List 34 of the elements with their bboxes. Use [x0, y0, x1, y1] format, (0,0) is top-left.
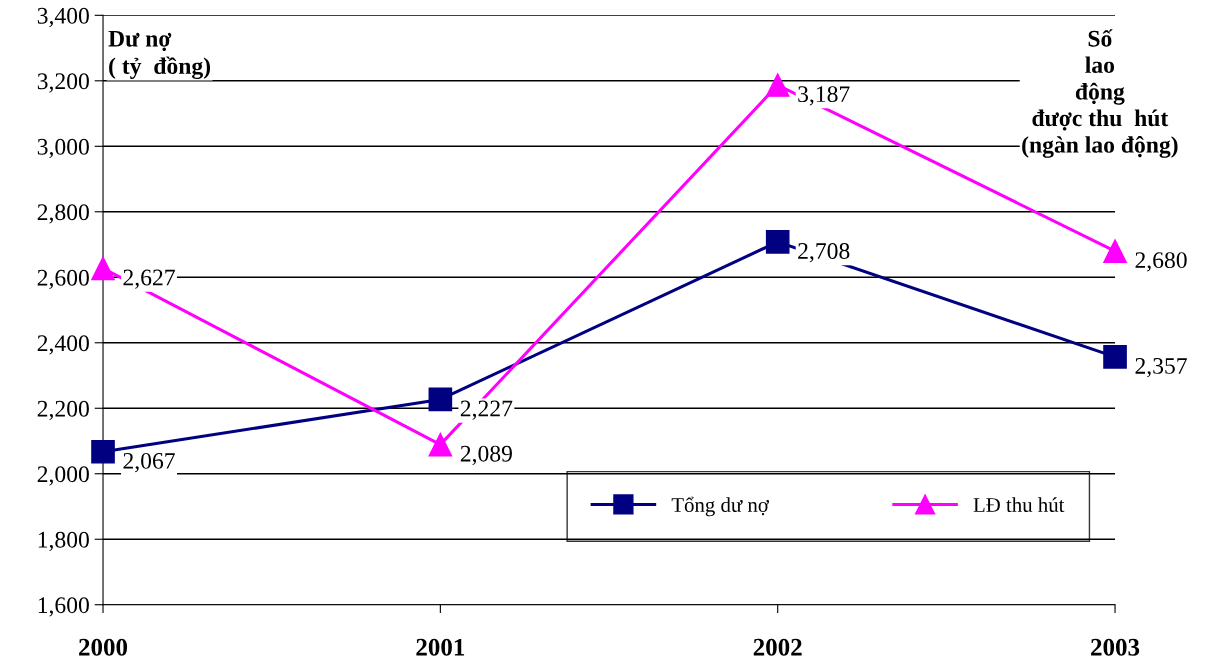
data-label: 3,187: [798, 86, 850, 106]
point: [428, 387, 453, 412]
point: [428, 432, 453, 457]
x-tick-label: 2001: [416, 638, 465, 656]
x-tick-label: 2003: [1091, 638, 1140, 656]
x-tick-label: 2002: [753, 638, 802, 656]
y-tick-label: 1,600: [38, 597, 89, 617]
data-label: 2,089: [460, 445, 512, 466]
y-tick-label: 2,200: [37, 400, 89, 421]
data-label: 2,708: [798, 243, 850, 263]
point: [765, 230, 790, 254]
point: [91, 256, 115, 281]
y-tick-label: 2,000: [37, 466, 89, 486]
point: [765, 73, 790, 97]
y-tick-label: 2,400: [37, 335, 89, 355]
data-label: 2,357: [1135, 358, 1187, 378]
point: [91, 440, 115, 464]
y-tick-label: 3,200: [37, 73, 89, 93]
y-tick-label: 3,400: [37, 7, 89, 28]
x-tick-label: 2000: [79, 638, 128, 656]
data-label: 2,627: [123, 269, 175, 289]
data-label: 2,067: [123, 452, 175, 473]
y-tick-label: 2,800: [37, 204, 89, 224]
point: [1103, 345, 1127, 369]
y-tick-label: 1,800: [38, 531, 89, 552]
annotation: Dư nợ ( tỷ đồng): [108, 30, 211, 80]
y-tick-label: 3,000: [37, 138, 89, 159]
y-tick-label: 2,600: [37, 269, 89, 290]
annotation: Số lao động được thu hút (ngàn lao động): [1022, 29, 1178, 158]
legend-label: Tổng dư nợ: [671, 496, 770, 517]
point: [1103, 239, 1127, 263]
legend-label: LĐ thu hút: [973, 497, 1065, 512]
data-label: 2,680: [1135, 252, 1187, 272]
data-label: 2,227: [460, 400, 513, 420]
